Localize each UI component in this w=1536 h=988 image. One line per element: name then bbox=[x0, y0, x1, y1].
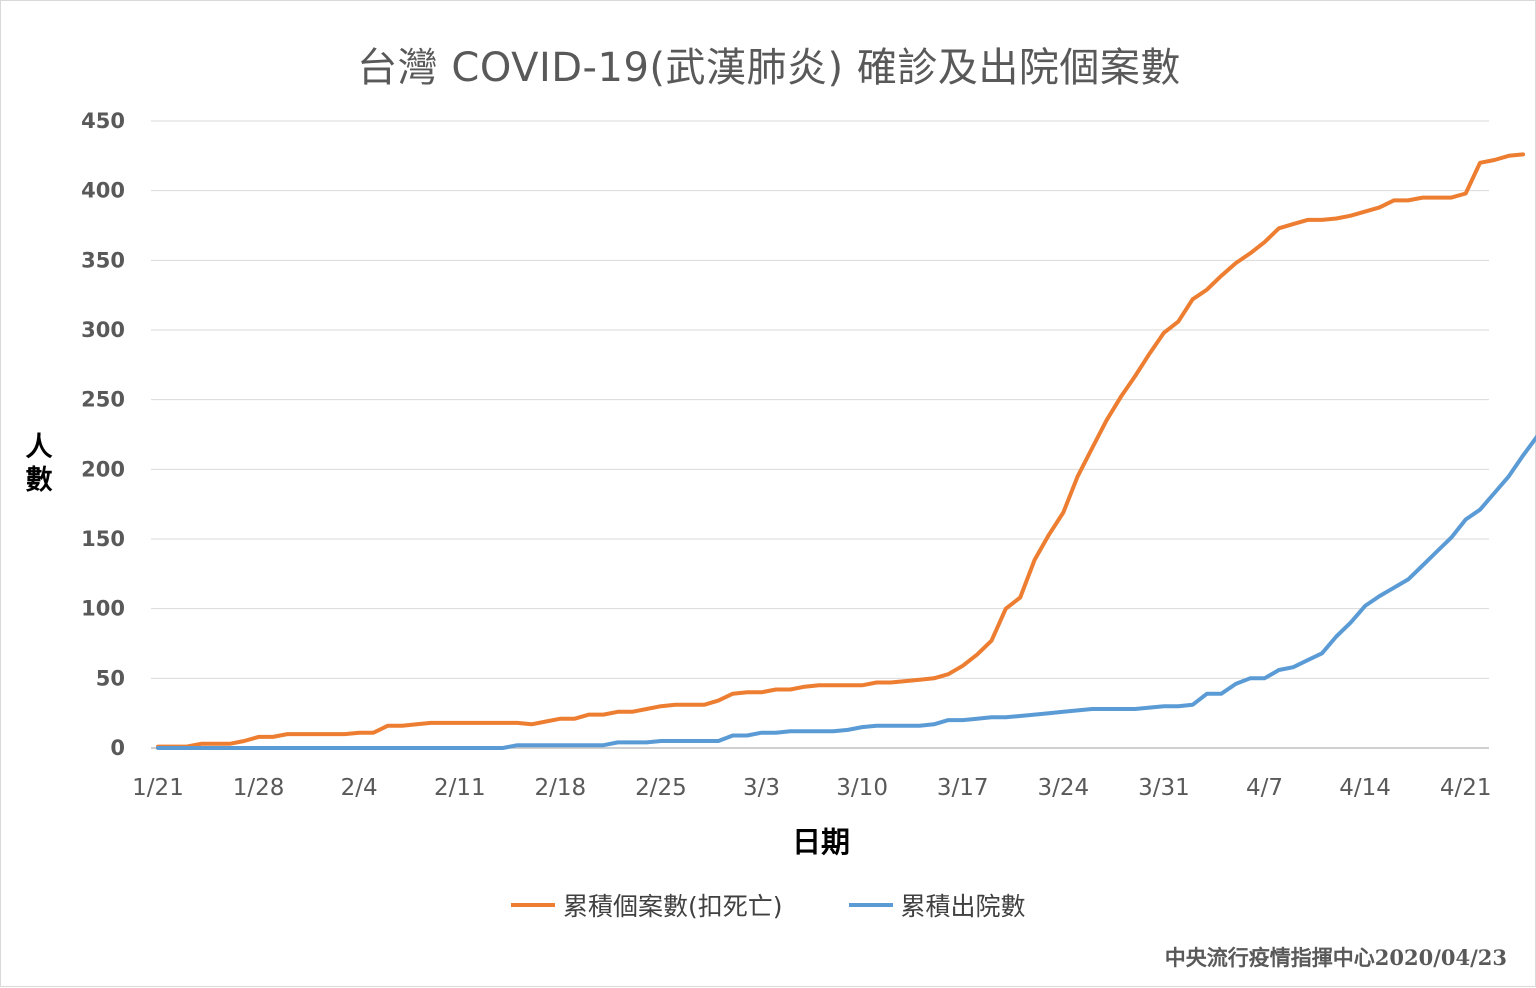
x-tick-label: 4/7 bbox=[1246, 775, 1283, 801]
legend-swatch-discharged bbox=[848, 903, 893, 907]
x-tick-label: 3/31 bbox=[1138, 775, 1190, 801]
x-tick-label: 2/25 bbox=[635, 775, 687, 801]
series-line-cases bbox=[156, 152, 1526, 749]
chart-title: 台灣 COVID-19(武漢肺炎) 確診及出院個案數 bbox=[357, 45, 1181, 91]
y-tick-label: 150 bbox=[81, 527, 125, 551]
x-tick-label: 3/24 bbox=[1037, 775, 1089, 801]
x-tick-label: 2/4 bbox=[341, 775, 378, 801]
series-line-discharged bbox=[156, 434, 1536, 750]
y-axis-label: 人數 bbox=[21, 431, 57, 497]
y-tick-label: 50 bbox=[96, 666, 125, 690]
x-tick-label: 4/14 bbox=[1339, 775, 1391, 801]
x-tick-label: 4/21 bbox=[1440, 775, 1492, 801]
y-tick-label: 200 bbox=[81, 457, 125, 481]
series-lines bbox=[156, 152, 1536, 750]
y-tick-label: 350 bbox=[81, 248, 125, 272]
y-tick-label: 250 bbox=[81, 388, 125, 412]
source-note: 中央流行疫情指揮中心2020/04/23 bbox=[1164, 945, 1507, 970]
x-tick-label: 2/11 bbox=[434, 775, 486, 801]
legend-label-discharged: 累積出院數 bbox=[900, 892, 1026, 921]
legend-item-discharged: 累積出院數 bbox=[848, 887, 1026, 923]
x-tick-label: 2/18 bbox=[535, 775, 587, 801]
grid-lines bbox=[151, 120, 1489, 749]
y-tick-label: 100 bbox=[81, 597, 125, 621]
x-tick-label: 3/3 bbox=[743, 775, 780, 801]
x-tick-label: 1/28 bbox=[233, 775, 285, 801]
y-tick-label: 400 bbox=[81, 179, 125, 203]
legend-item-cases: 累積個案數(扣死亡) bbox=[511, 887, 783, 923]
y-tick-label: 450 bbox=[81, 109, 125, 133]
x-tick-label: 3/17 bbox=[937, 775, 989, 801]
legend-label-cases: 累積個案數(扣死亡) bbox=[563, 892, 783, 921]
y-tick-label: 0 bbox=[110, 736, 125, 760]
y-axis-label-char: 人 bbox=[25, 432, 53, 463]
x-axis-label: 日期 bbox=[791, 825, 850, 859]
y-axis-label-char: 數 bbox=[25, 465, 53, 496]
legend: 累積個案數(扣死亡) 累積出院數 bbox=[511, 885, 1092, 925]
x-tick-labels: 1/21 1/28 2/4 2/11 2/18 2/25 3/3 3/10 3/17 3/24 3/… bbox=[132, 775, 1491, 801]
legend-swatch-cases bbox=[511, 903, 555, 907]
y-tick-labels: 0 50 100 150 200 250 300 350 400 450 bbox=[81, 109, 125, 760]
y-tick-label: 300 bbox=[81, 318, 125, 342]
x-tick-label: 1/21 bbox=[132, 775, 184, 801]
x-tick-label: 3/10 bbox=[836, 775, 888, 801]
